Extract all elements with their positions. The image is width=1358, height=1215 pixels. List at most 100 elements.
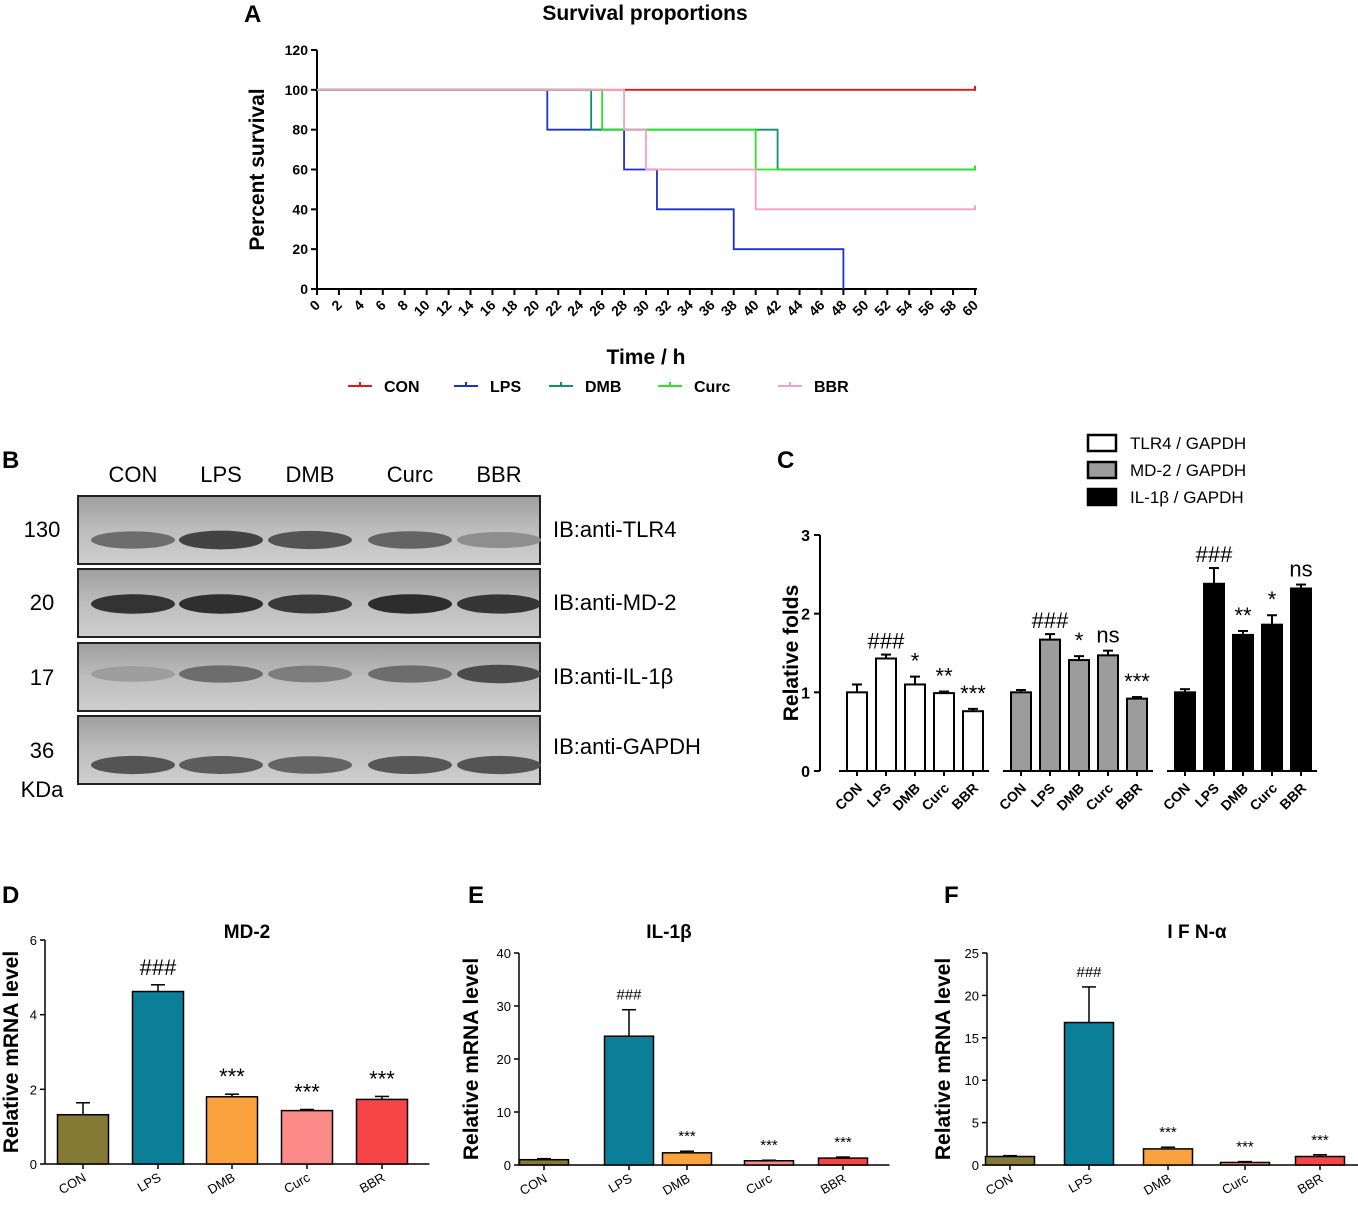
x-tick-label: BBR: [1295, 1171, 1326, 1197]
x-tick-label: 4: [350, 297, 367, 314]
x-tick-label: BBR: [948, 780, 981, 813]
bar-lps: [131, 990, 185, 1165]
bar-lps: [1063, 1021, 1115, 1166]
blot-band: [457, 594, 541, 614]
lane-label-curc: Curc: [387, 462, 433, 487]
blot-band: [179, 594, 263, 614]
y-tick-label: 2: [801, 607, 810, 624]
chart-title: IL-1β: [646, 922, 691, 943]
bar-con: [846, 691, 868, 772]
bar-dmb: [1142, 1148, 1194, 1166]
panel-label-d: D: [2, 882, 19, 909]
y-tick-label: 0: [801, 764, 810, 781]
significance-mark: ###: [140, 955, 177, 980]
legend-swatch: [1086, 433, 1118, 453]
bar-bbr: [1294, 1155, 1346, 1166]
x-tick-label: 26: [586, 297, 608, 319]
x-tick-label: Curc: [1219, 1170, 1251, 1197]
significance-mark: **: [1234, 603, 1252, 628]
x-tick-label: 40: [739, 297, 761, 319]
x-tick-label: 12: [432, 297, 454, 319]
legend-swatch: [1086, 460, 1118, 480]
x-tick-label: 52: [871, 297, 893, 319]
x-tick-label: DMB: [205, 1170, 238, 1197]
y-tick-label: 10: [497, 1105, 511, 1120]
x-tick-label: 32: [652, 297, 674, 319]
significance-mark: *: [911, 649, 920, 674]
significance-mark: ###: [1076, 964, 1102, 981]
lane-label-lps: LPS: [200, 462, 242, 487]
y-tick-label: 40: [497, 946, 511, 961]
bar-curc: [1219, 1161, 1271, 1166]
mw-marker: 20: [30, 590, 54, 615]
blot-band: [91, 594, 175, 614]
x-tick-label: LPS: [1192, 780, 1223, 811]
legend-swatch: [1086, 487, 1118, 507]
x-tick-label: 22: [542, 297, 564, 319]
bar-dmb: [1232, 633, 1254, 773]
y-axis-label: Relative mRNA level: [932, 958, 955, 1160]
lane-label-dmb: DMB: [286, 462, 335, 487]
x-tick-label: 42: [761, 297, 783, 319]
blot-band: [179, 530, 263, 550]
x-tick-label: 0: [306, 297, 323, 314]
md2-mrna-chart: MD-2 0 2 4 6 Relative mRNA level CON LPS ### DMB *…: [0, 922, 430, 1197]
significance-mark: ***: [960, 681, 986, 706]
bar-bbr: [1126, 697, 1148, 772]
blot-band: [91, 666, 175, 682]
x-tick-label: 46: [805, 297, 827, 319]
x-tick-label: BBR: [818, 1171, 849, 1197]
legend-label-curc: Curc: [694, 379, 731, 396]
lane-label-con: CON: [109, 462, 158, 487]
blot-band: [368, 665, 452, 683]
lane-label-bbr: BBR: [476, 462, 521, 487]
blot-antibody-label: IB:anti-IL-1β: [553, 664, 673, 689]
y-tick-label: 20: [292, 241, 308, 257]
panel-label-e: E: [468, 882, 484, 909]
panel-label-f: F: [944, 882, 959, 909]
x-tick-label: BBR: [1276, 780, 1309, 813]
blot-antibody-label: IB:anti-MD-2: [553, 590, 676, 615]
bar-dmb: [1068, 659, 1090, 773]
il1b-mrna-chart: IL-1β 0 10 20 30 40 Relative mRNA level CON LPS #…: [460, 922, 890, 1198]
y-tick-label: 40: [292, 201, 308, 217]
blot-band: [91, 531, 175, 549]
significance-mark: ###: [1032, 608, 1069, 633]
y-tick-label: 0: [30, 1157, 37, 1172]
bar-dmb: [904, 683, 926, 773]
x-tick-label: Curc: [1082, 780, 1116, 814]
y-tick-label: 60: [292, 162, 308, 178]
legend-label: MD-2 / GAPDH: [1130, 461, 1246, 480]
blot-band: [368, 594, 452, 614]
significance-mark: **: [935, 664, 953, 689]
mw-marker: 17: [30, 665, 54, 690]
significance-mark: ***: [1236, 1139, 1254, 1156]
x-tick-label: 30: [630, 297, 652, 319]
y-tick-label: 2: [30, 1082, 37, 1097]
y-axis-label: Relative mRNA level: [0, 951, 23, 1153]
blot-band: [91, 755, 175, 775]
bar-con: [518, 1158, 570, 1166]
significance-mark: ###: [868, 629, 905, 654]
bar-curc: [743, 1160, 795, 1166]
y-tick-label: 6: [30, 933, 37, 948]
bar-con: [984, 1155, 1036, 1166]
x-tick-label: BBR: [1112, 780, 1145, 813]
significance-mark: ***: [760, 1137, 778, 1154]
y-tick-label: 15: [965, 1031, 979, 1046]
x-tick-label: 34: [674, 297, 696, 319]
blot-strip: [77, 495, 541, 565]
blot-band: [457, 531, 541, 549]
x-tick-label: 28: [608, 297, 630, 319]
blot-band: [268, 530, 352, 550]
survival-curve-bbr: [317, 88, 975, 211]
y-tick-label: 0: [972, 1158, 979, 1173]
x-tick-label: DMB: [660, 1171, 693, 1198]
x-tick-label: 44: [783, 297, 805, 319]
y-tick-label: 20: [497, 1052, 511, 1067]
bar-curc: [933, 692, 955, 772]
x-tick-label: 8: [394, 297, 411, 314]
blot-band: [368, 531, 452, 549]
mw-marker: 36: [30, 738, 54, 763]
bar-curc: [1261, 623, 1283, 772]
